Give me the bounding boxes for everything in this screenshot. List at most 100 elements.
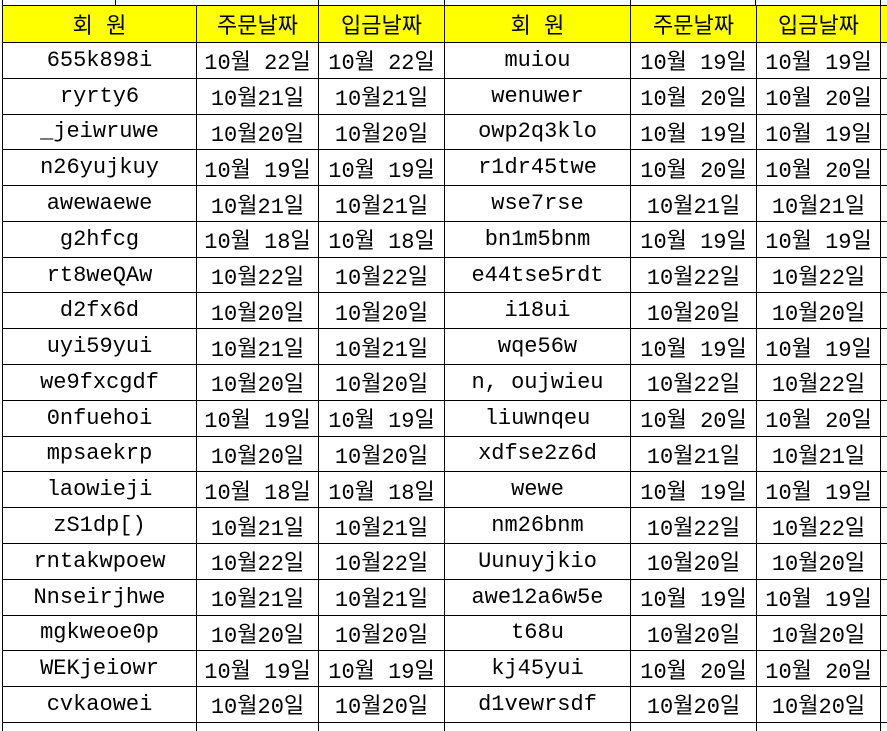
- cell-member-2[interactable]: t68u: [444, 614, 631, 652]
- cell-order-date-2[interactable]: 10월22일: [630, 364, 757, 401]
- cell-deposit-date-2[interactable]: 10월 20일: [756, 149, 881, 187]
- cell-deposit-date[interactable]: 10월21일: [318, 185, 445, 222]
- cell-order-date-2[interactable]: 10월21일: [630, 435, 757, 473]
- cell-member-2[interactable]: kj45yui: [444, 650, 631, 688]
- cell-deposit-date-2[interactable]: 10월 19일: [756, 578, 881, 616]
- cell-member[interactable]: laowieji: [2, 471, 197, 509]
- cell-order-date[interactable]: 10월21일: [196, 328, 319, 366]
- cell-deposit-date[interactable]: 10월 19일: [318, 650, 445, 688]
- cell-order-date-2[interactable]: 10월 19일: [630, 471, 757, 509]
- cell-order-date[interactable]: 10월 19일: [196, 399, 319, 437]
- cell-deposit-date-2[interactable]: 10월 20일: [756, 399, 881, 437]
- cell-member-2[interactable]: owp2q3klo: [444, 113, 631, 151]
- cell-deposit-date[interactable]: 10월21일: [318, 328, 445, 366]
- cell-order-date-2[interactable]: 10월21일: [630, 185, 757, 222]
- cell-deposit-date-2[interactable]: 10월20일: [756, 686, 881, 723]
- cell-member-2[interactable]: wqe56w: [444, 328, 631, 366]
- cell-deposit-date-2[interactable]: 10월 20일: [756, 650, 881, 688]
- cell-order-date[interactable]: 10월20일: [196, 614, 319, 652]
- cell-member-2[interactable]: bn1m5bnm: [444, 220, 631, 258]
- cell-deposit-date[interactable]: 10월21일: [318, 507, 445, 544]
- cell-deposit-date[interactable]: 10월 18일: [318, 220, 445, 258]
- header-member-2[interactable]: 회 원: [444, 5, 631, 43]
- cell-member-2[interactable]: wewe: [444, 471, 631, 509]
- cell-deposit-date-2[interactable]: 10월 19일: [756, 220, 881, 258]
- header-deposit-date-2[interactable]: 입금날짜: [756, 5, 881, 43]
- cell-deposit-date-2[interactable]: 10월20일: [756, 292, 881, 330]
- cell-order-date-2[interactable]: 10월 20일: [630, 149, 757, 187]
- cell-deposit-date-2[interactable]: 10월20일: [756, 542, 881, 580]
- cell-order-date[interactable]: 10월20일: [196, 435, 319, 473]
- cell-order-date-2[interactable]: 10월 19일: [630, 328, 757, 366]
- cell-member-2[interactable]: n, oujwieu: [444, 364, 631, 401]
- cell-order-date[interactable]: 10월21일: [196, 578, 319, 616]
- cell-order-date-2[interactable]: 10월 19일: [630, 578, 757, 616]
- cell-member[interactable]: 655k898i: [2, 42, 197, 79]
- cell-order-date[interactable]: 10월 22일: [196, 42, 319, 79]
- cell-order-date-2[interactable]: 10월22일: [630, 256, 757, 294]
- cell-member-2[interactable]: d1vewrsdf: [444, 686, 631, 723]
- header-member[interactable]: 회 원: [2, 5, 197, 43]
- cell-member[interactable]: awewaewe: [2, 185, 197, 222]
- cell-member-2[interactable]: xdfse2z6d: [444, 435, 631, 473]
- cell-member-2[interactable]: awe12a6w5e: [444, 578, 631, 616]
- cell-member[interactable]: 0nfuehoi: [2, 399, 197, 437]
- cell-order-date-2[interactable]: 10월 20일: [630, 650, 757, 688]
- header-deposit-date[interactable]: 입금날짜: [318, 5, 445, 43]
- cell-deposit-date[interactable]: 10월21일: [318, 578, 445, 616]
- cell-member[interactable]: rntakwpoew: [2, 542, 197, 580]
- cell-member-2[interactable]: nm26bnm: [444, 507, 631, 544]
- cell-deposit-date[interactable]: 10월20일: [318, 686, 445, 723]
- cell-order-date-2[interactable]: 10월22일: [630, 507, 757, 544]
- cell-member-2[interactable]: muiou: [444, 42, 631, 79]
- cell-member[interactable]: _jeiwruwe: [2, 113, 197, 151]
- cell-deposit-date[interactable]: 10월 18일: [318, 471, 445, 509]
- cell-deposit-date-2[interactable]: 10월20일: [756, 614, 881, 652]
- cell-member[interactable]: uyi59yui: [2, 328, 197, 366]
- cell-deposit-date[interactable]: 10월20일: [318, 113, 445, 151]
- cell-deposit-date[interactable]: 10월 19일: [318, 399, 445, 437]
- cell-deposit-date[interactable]: 10월 19일: [318, 149, 445, 187]
- cell-order-date[interactable]: 10월20일: [196, 113, 319, 151]
- cell-member[interactable]: we9fxcgdf: [2, 364, 197, 401]
- cell-member[interactable]: cvkaowei: [2, 686, 197, 723]
- cell-deposit-date-2[interactable]: 10월21일: [756, 185, 881, 222]
- cell-order-date-2[interactable]: 10월20일: [630, 292, 757, 330]
- cell-order-date[interactable]: 10월20일: [196, 364, 319, 401]
- cell-member-2[interactable]: i18ui: [444, 292, 631, 330]
- cell-order-date[interactable]: 10월 18일: [196, 220, 319, 258]
- cell-deposit-date[interactable]: 10월22일: [318, 256, 445, 294]
- cell-deposit-date-2[interactable]: 10월 19일: [756, 113, 881, 151]
- cell-member[interactable]: zS1dp[): [2, 507, 197, 544]
- cell-member[interactable]: mgkweoe0p: [2, 614, 197, 652]
- cell-deposit-date[interactable]: 10월20일: [318, 435, 445, 473]
- cell-order-date[interactable]: 10월21일: [196, 77, 319, 115]
- cell-member[interactable]: n26yujkuy: [2, 149, 197, 187]
- cell-member-2[interactable]: wenuwer: [444, 77, 631, 115]
- cell-member[interactable]: WEKjeiowr: [2, 650, 197, 688]
- cell-order-date-2[interactable]: 10월20일: [630, 686, 757, 723]
- cell-deposit-date[interactable]: 10월21일: [318, 77, 445, 115]
- cell-member[interactable]: mpsaekrp: [2, 435, 197, 473]
- cell-deposit-date-2[interactable]: 10월21일: [756, 435, 881, 473]
- cell-order-date[interactable]: 10월 19일: [196, 650, 319, 688]
- cell-order-date[interactable]: 10월20일: [196, 292, 319, 330]
- header-order-date[interactable]: 주문날짜: [196, 5, 319, 43]
- cell-member[interactable]: d2fx6d: [2, 292, 197, 330]
- cell-order-date-2[interactable]: 10월 20일: [630, 77, 757, 115]
- cell-order-date[interactable]: 10월22일: [196, 542, 319, 580]
- cell-deposit-date-2[interactable]: 10월22일: [756, 364, 881, 401]
- cell-order-date-2[interactable]: 10월 20일: [630, 399, 757, 437]
- cell-member-2[interactable]: wse7rse: [444, 185, 631, 222]
- cell-order-date-2[interactable]: 10월20일: [630, 614, 757, 652]
- cell-deposit-date[interactable]: 10월 22일: [318, 42, 445, 79]
- cell-member-2[interactable]: liuwnqeu: [444, 399, 631, 437]
- cell-member-2[interactable]: e44tse5rdt: [444, 256, 631, 294]
- cell-deposit-date-2[interactable]: 10월 19일: [756, 42, 881, 79]
- cell-order-date-2[interactable]: 10월 19일: [630, 113, 757, 151]
- cell-member-2[interactable]: r1dr45twe: [444, 149, 631, 187]
- cell-deposit-date-2[interactable]: 10월 19일: [756, 471, 881, 509]
- cell-member[interactable]: Nnseirjhwe: [2, 578, 197, 616]
- cell-order-date[interactable]: 10월20일: [196, 686, 319, 723]
- cell-member-2[interactable]: Uunuyjkio: [444, 542, 631, 580]
